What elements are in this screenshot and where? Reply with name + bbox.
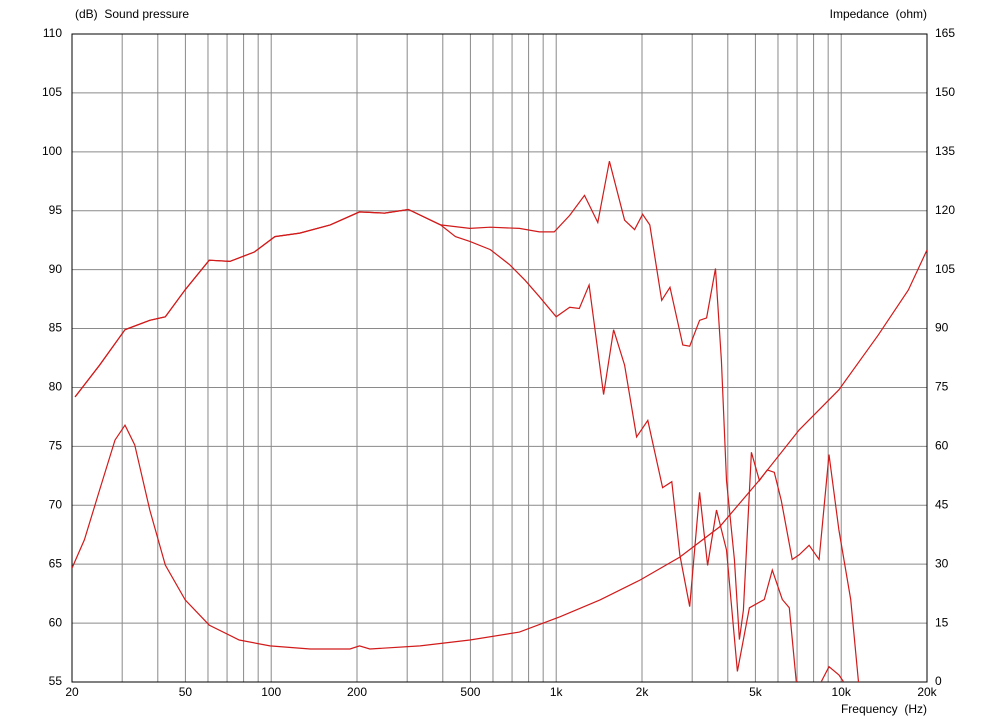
- y-tick-label: 70: [49, 497, 63, 511]
- y2-tick-label: 120: [935, 203, 955, 217]
- y2-tick-label: 165: [935, 26, 955, 40]
- y2-tick-label: 45: [935, 497, 949, 511]
- x-tick-label: 200: [347, 685, 367, 699]
- y2-tick-label: 75: [935, 380, 949, 394]
- y2-tick-label: 150: [935, 85, 955, 99]
- y2-tick-label: 0: [935, 674, 942, 688]
- x-tick-label: 20: [65, 685, 79, 699]
- y-tick-label: 55: [49, 674, 63, 688]
- response-line: [72, 249, 927, 650]
- y2-axis-label: Impedance (ohm): [830, 7, 927, 21]
- x-tick-label: 20k: [917, 685, 937, 699]
- y2-tick-label: 15: [935, 615, 949, 629]
- y2-tick-label: 135: [935, 144, 955, 158]
- y-tick-label: 110: [43, 26, 62, 40]
- y2-tick-label: 60: [935, 439, 949, 453]
- y-tick-label: 85: [49, 321, 63, 335]
- y-tick-label: 65: [49, 556, 63, 570]
- y2-tick-label: 90: [935, 321, 949, 335]
- x-axis-label: Frequency (Hz): [841, 702, 927, 716]
- y-tick-label: 100: [42, 144, 62, 158]
- x-tick-label: 5k: [749, 685, 763, 699]
- x-tick-label: 1k: [550, 685, 564, 699]
- x-tick-label: 10k: [832, 685, 852, 699]
- y2-tick-label: 30: [935, 556, 949, 570]
- x-tick-label: 2k: [636, 685, 650, 699]
- response-line: [74, 161, 860, 682]
- y-tick-label: 60: [49, 615, 63, 629]
- y2-tick-label: 105: [935, 262, 955, 276]
- x-tick-label: 500: [460, 685, 480, 699]
- y-tick-label: 75: [49, 439, 63, 453]
- y-tick-label: 105: [42, 85, 62, 99]
- y-tick-label: 90: [49, 262, 63, 276]
- y-axis-label: (dB) Sound pressure: [75, 7, 189, 21]
- x-tick-label: 50: [179, 685, 193, 699]
- y-tick-label: 95: [49, 203, 63, 217]
- y-tick-label: 80: [49, 380, 63, 394]
- x-tick-label: 100: [261, 685, 281, 699]
- plot-frame: [71, 33, 928, 683]
- response-line: [74, 208, 845, 682]
- plot-area: [72, 161, 927, 682]
